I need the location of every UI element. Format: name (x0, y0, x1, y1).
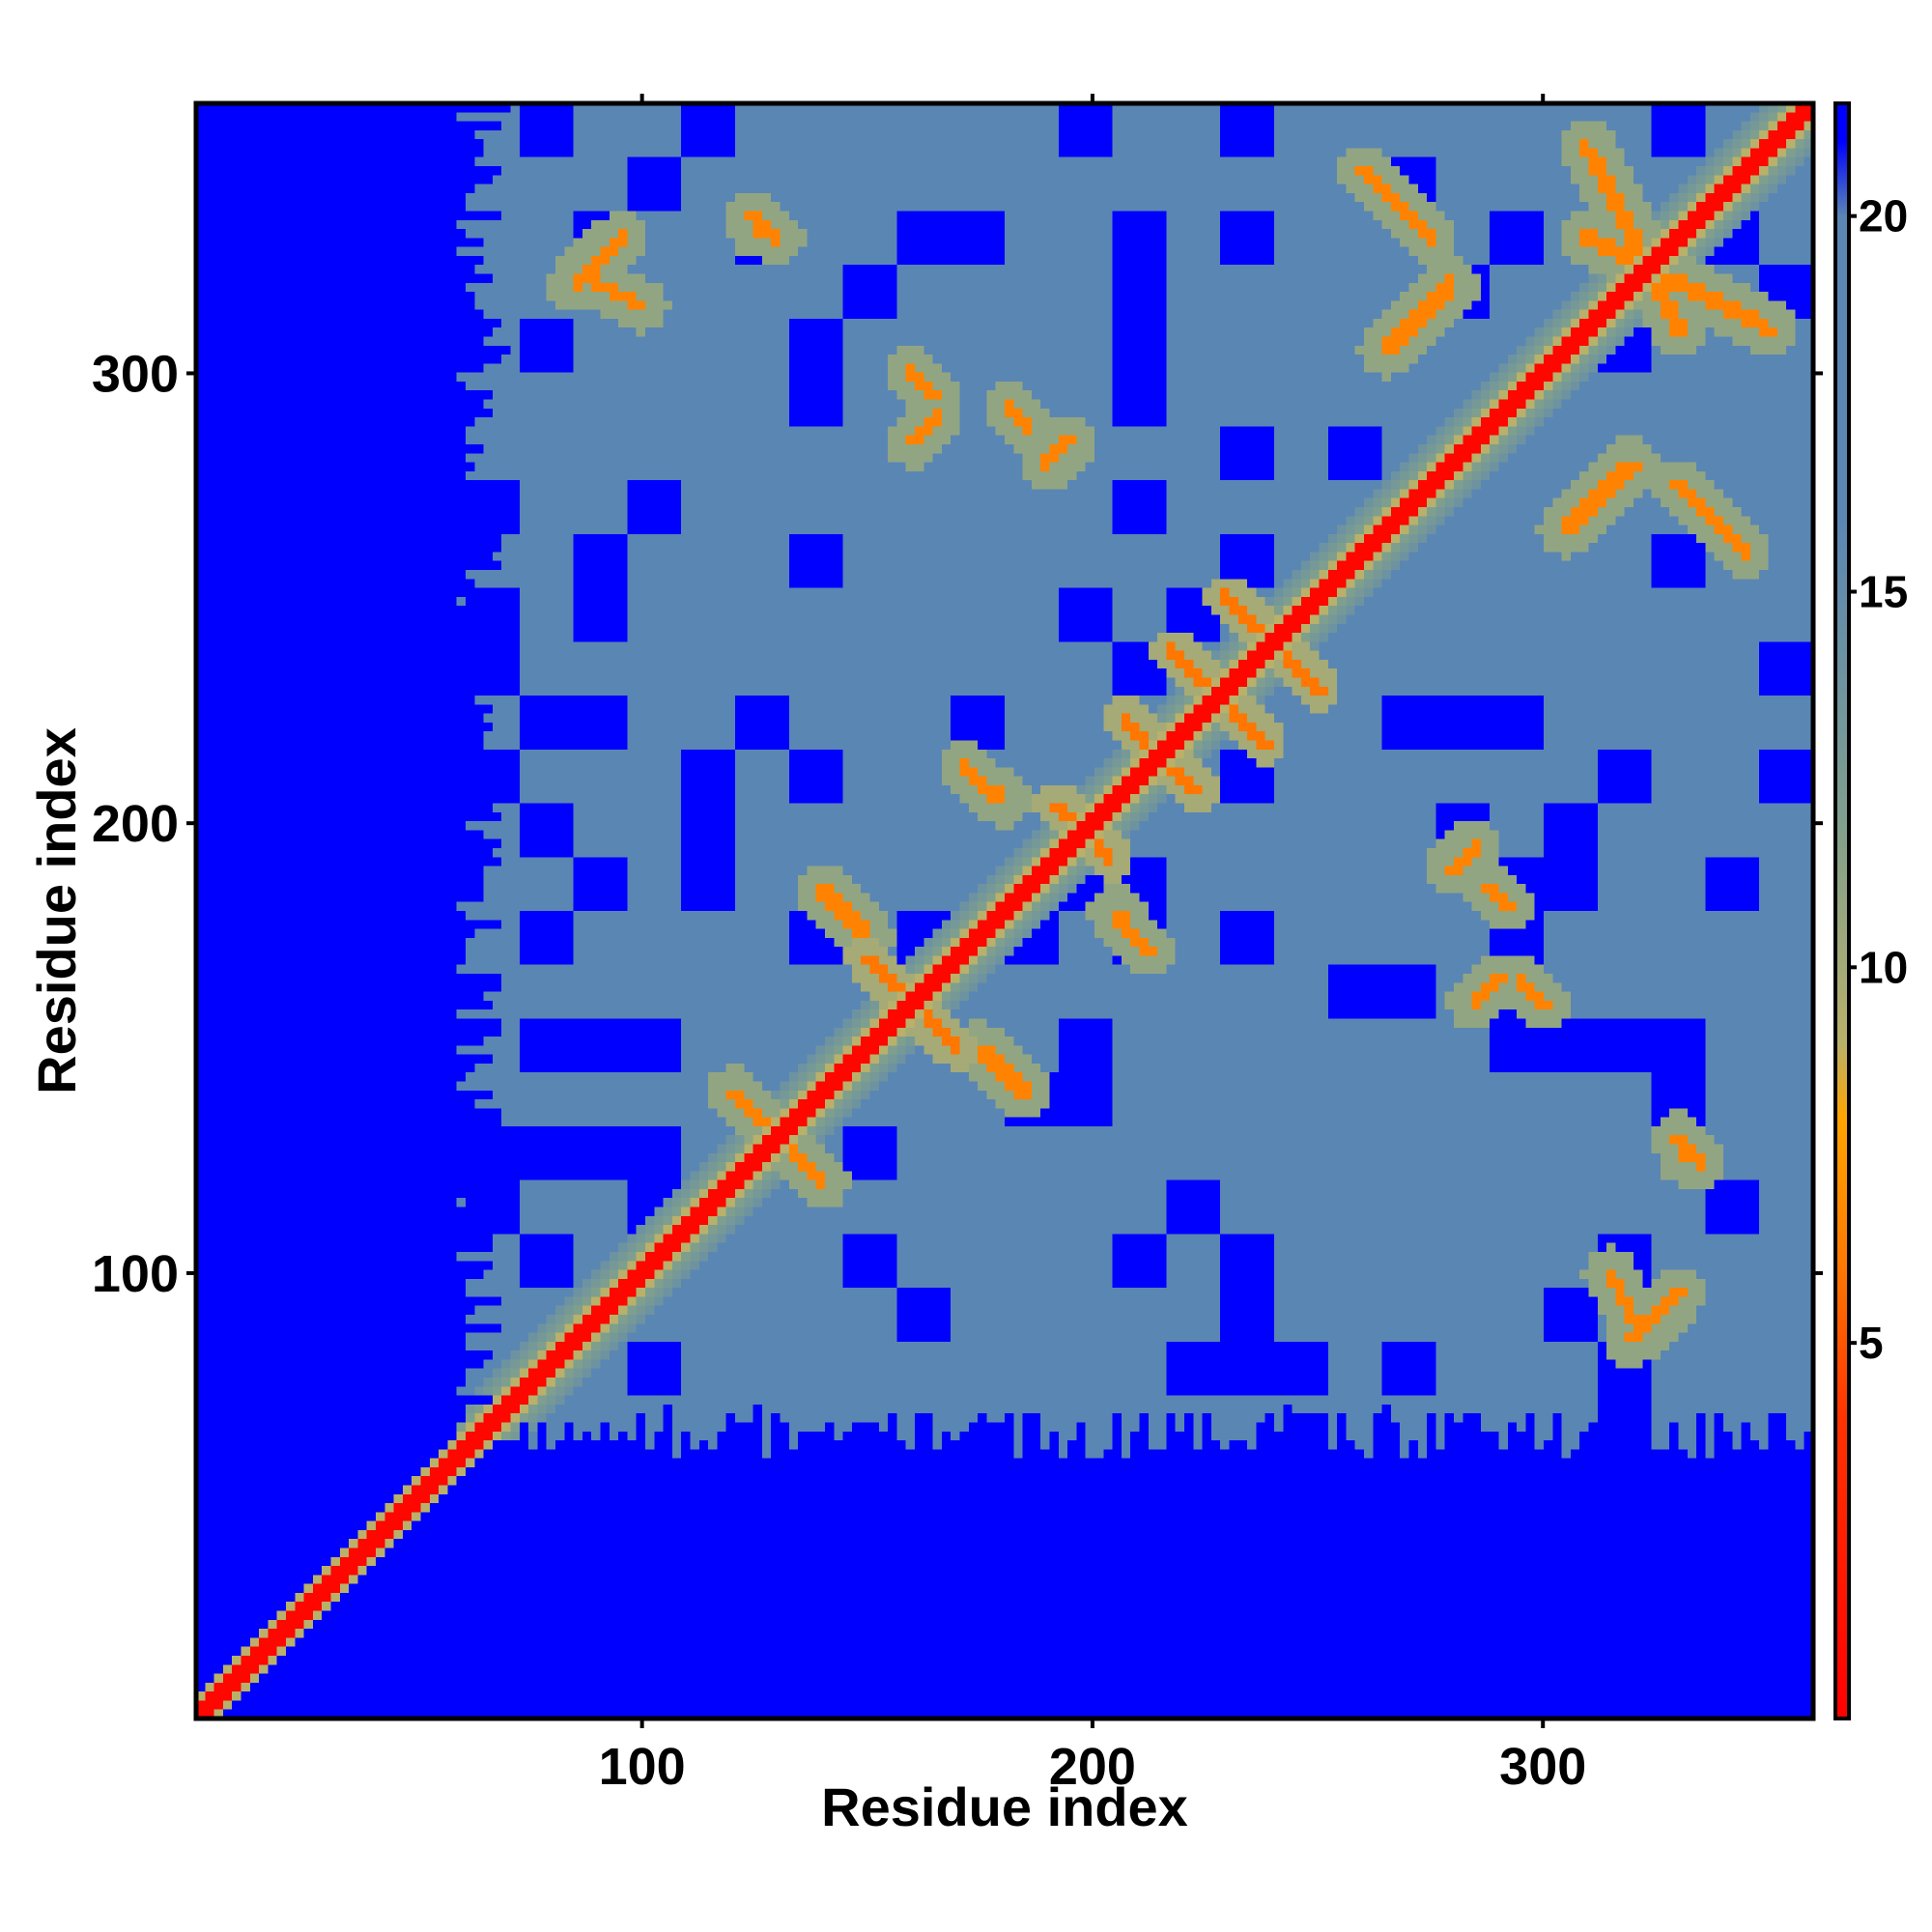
y-axis-label: Residue index (26, 727, 87, 1094)
x-axis-label: Residue index (821, 1776, 1188, 1837)
colorbar-gradient (1833, 101, 1851, 1720)
y-tick-label: 300 (92, 345, 179, 403)
y-tick-label: 100 (92, 1245, 179, 1303)
y-tick-label: 200 (92, 795, 179, 853)
colorbar: 5 10 15 20 (1833, 101, 1908, 1720)
x-tick-label: 200 (1049, 1738, 1136, 1796)
x-tick-label: 300 (1499, 1738, 1586, 1796)
heatmap-cells (196, 103, 1813, 1719)
y-axis-ticks: 100 200 300 (92, 345, 1823, 1303)
x-tick-label: 100 (599, 1738, 686, 1796)
colorbar-tick-label: 15 (1859, 566, 1908, 616)
heatmap-image (196, 103, 1813, 1719)
x-axis-ticks: 100 200 300 (599, 94, 1586, 1796)
plot-frame (193, 100, 1816, 1721)
colorbar-tick-label: 5 (1859, 1318, 1884, 1368)
colorbar-tick-label: 20 (1859, 191, 1908, 242)
colorbar-tick-label: 10 (1859, 942, 1908, 992)
